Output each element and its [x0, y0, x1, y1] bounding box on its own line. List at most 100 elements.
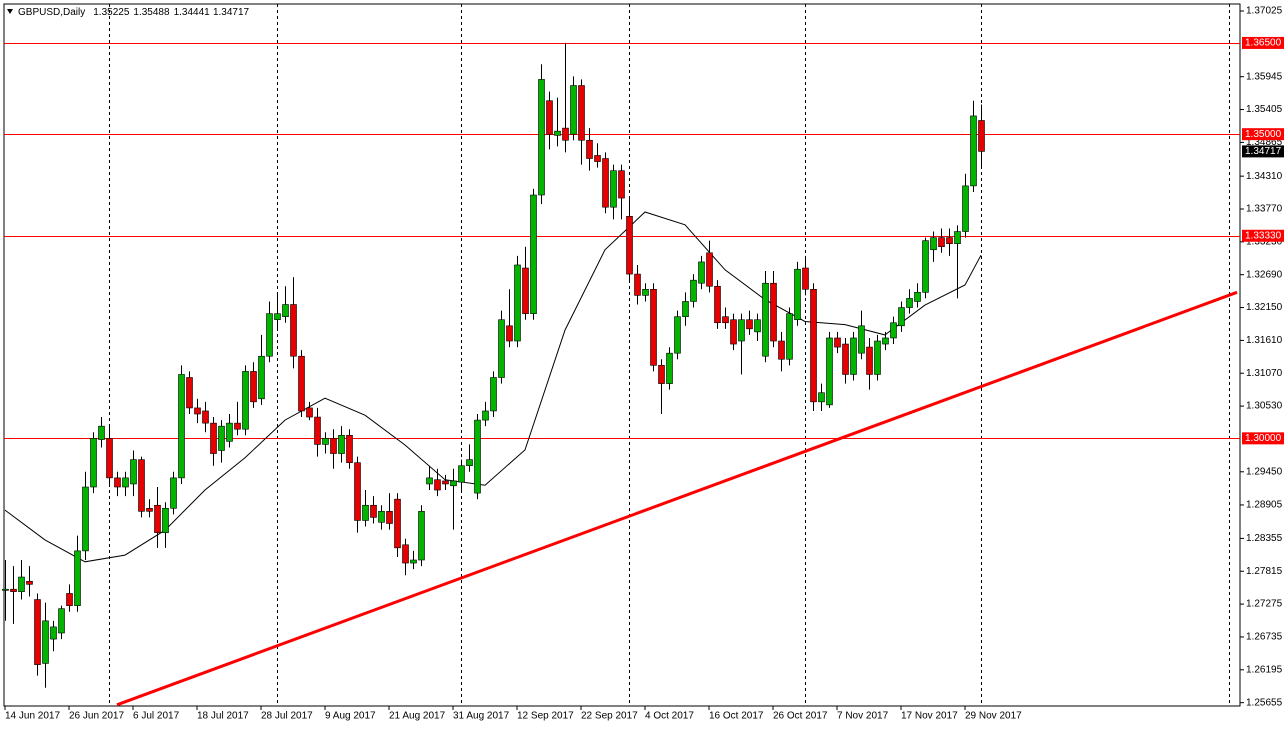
candle-body — [738, 319, 745, 342]
current-price-box — [1242, 145, 1284, 158]
candle-body — [410, 559, 417, 564]
candle-body — [666, 352, 673, 384]
candle-body — [354, 462, 361, 521]
candle-body — [290, 304, 297, 357]
candle-body — [266, 313, 273, 357]
header-high: 1.35488 — [133, 7, 170, 18]
x-tick-label: 16 Oct 2017 — [709, 711, 764, 722]
menu-arrow[interactable] — [7, 9, 13, 14]
candle-body — [834, 337, 841, 348]
candle-body — [242, 371, 249, 430]
level-label: 1.35000 — [1245, 129, 1282, 140]
y-tick-label: 1.28355 — [1246, 533, 1283, 544]
candle-body — [138, 459, 145, 512]
candle-body — [538, 79, 545, 196]
header-close: 1.34717 — [213, 7, 250, 18]
candle-body — [562, 127, 569, 141]
level-label-box — [1242, 36, 1284, 49]
candle-body — [58, 608, 65, 634]
candle-body — [306, 407, 313, 418]
header-low: 1.34441 — [174, 7, 211, 18]
candle-body — [370, 504, 377, 518]
y-tick-label: 1.35405 — [1246, 104, 1283, 115]
candle-body — [698, 261, 705, 284]
level-label: 1.33330 — [1245, 230, 1282, 241]
candle-body — [658, 365, 665, 384]
candle-body — [170, 477, 177, 509]
x-tick-label: 17 Nov 2017 — [901, 711, 958, 722]
candle-body — [482, 410, 489, 421]
candle-body — [226, 422, 233, 442]
candle-body — [506, 325, 513, 342]
symbol: GBPUSD,Daily — [18, 7, 85, 18]
candle-body — [826, 337, 833, 406]
candle-body — [634, 273, 641, 296]
candle-body — [882, 337, 889, 345]
candle-body — [514, 264, 521, 342]
candle-body — [394, 498, 401, 549]
candle-body — [954, 231, 961, 244]
x-tick-label: 9 Aug 2017 — [325, 711, 376, 722]
candle-body — [914, 292, 921, 302]
candle-body — [82, 486, 89, 552]
candle-body — [194, 407, 201, 415]
candle-body — [650, 289, 657, 366]
y-tick-label: 1.32690 — [1246, 269, 1283, 280]
candle-body — [706, 252, 713, 287]
candle-body — [850, 337, 857, 375]
x-tick-label: 29 Nov 2017 — [965, 711, 1022, 722]
plot-frame — [3, 3, 1241, 707]
candle-body — [770, 282, 777, 342]
x-tick-label: 7 Nov 2017 — [837, 711, 889, 722]
candle-body — [122, 477, 129, 488]
candle-body — [546, 100, 553, 135]
chart-header: GBPUSD,Daily 1.35225 1.35488 1.34441 1.34717 — [18, 7, 250, 18]
candle-body — [866, 346, 873, 375]
candle-body — [946, 237, 953, 244]
level-label-box — [1242, 128, 1284, 141]
candle-body — [362, 504, 369, 521]
candle-body — [434, 479, 441, 491]
candle-body — [746, 319, 753, 330]
level-label-box — [1242, 432, 1284, 445]
candle-body — [810, 289, 817, 403]
candle-body — [922, 240, 929, 293]
candle-body — [682, 301, 689, 317]
y-tick-label: 1.37025 — [1246, 6, 1283, 17]
candle-body — [106, 438, 113, 479]
x-tick-label: 12 Sep 2017 — [517, 711, 574, 722]
candle-body — [842, 343, 849, 375]
candle-body — [498, 319, 505, 378]
x-tick-label: 18 Jul 2017 — [197, 711, 249, 722]
candle-body — [130, 459, 137, 485]
y-tick-label: 1.27815 — [1246, 566, 1283, 577]
candle-body — [690, 279, 697, 302]
candle-body — [906, 298, 913, 308]
candle-body — [322, 438, 329, 445]
x-tick-label: 14 Jun 2017 — [5, 711, 60, 722]
y-tick-label: 1.31070 — [1246, 368, 1283, 379]
candle-body — [578, 85, 585, 141]
candle-body — [674, 316, 681, 354]
candle-body — [346, 434, 353, 463]
trendline — [116, 290, 1238, 707]
candle-body — [730, 319, 737, 345]
candle-body — [818, 392, 825, 403]
moving-average — [4, 211, 982, 563]
candle-body — [378, 511, 385, 523]
level-label: 1.30000 — [1245, 433, 1282, 444]
candle-body — [338, 434, 345, 454]
candle-body — [794, 268, 801, 321]
candle-body — [786, 313, 793, 360]
y-tick-label: 1.26195 — [1246, 664, 1283, 675]
y-tick-label: 1.26735 — [1246, 632, 1283, 643]
candle-body — [66, 593, 73, 606]
y-tick-label: 1.31610 — [1246, 335, 1283, 346]
candle-body — [522, 267, 529, 314]
candle-body — [970, 115, 977, 187]
candle-body — [754, 319, 761, 333]
candle-body — [426, 477, 433, 485]
candle-body — [234, 422, 241, 430]
